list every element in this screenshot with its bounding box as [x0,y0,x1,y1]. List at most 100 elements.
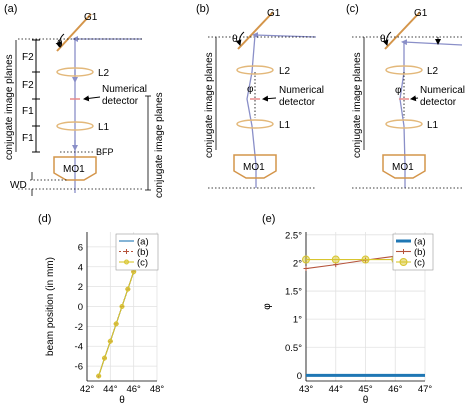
legend-label: (b) [137,247,149,258]
theta-label: θ [57,39,63,50]
panel-label-e: (e) [262,213,275,225]
legend-label: (a) [414,237,426,248]
lens-l2-label: L2 [427,66,439,77]
y-tick-label: 0.5° [285,343,302,354]
theta-arc [235,31,245,46]
phi-label: φ [395,85,402,96]
y-axis-label: beam position (in mm) [45,257,56,356]
lens-l1-label: L1 [98,122,110,133]
data-point-circle [102,355,107,361]
x-tick-label: 48° [150,384,165,395]
shifted-beam [399,42,406,188]
lens-l2-label: L2 [279,66,291,77]
panel-d: (d) 42° 44° 46° 48° 6 4 2 0 -2 -4 -6 θ beam position… [38,213,164,406]
panel-c: (c) G1 θ L2 φ Numerical detector L1 MO1 … [346,3,465,189]
theta-arc [382,31,392,46]
y-axis-label: φ [262,303,273,310]
y-tick-label: -6 [75,362,83,373]
y-tick-label: 0 [297,371,302,382]
x-tick-label: 45° [358,384,373,395]
g1-label: G1 [414,8,428,19]
objective-mo1 [233,154,277,179]
objective-label: MO1 [63,164,85,175]
y-tick-label: 2.5° [285,230,302,241]
g1-mirror [384,11,421,50]
data-point-circle [113,321,119,327]
bfp-label: BFP [96,147,114,157]
detector-pointer [83,95,101,102]
y-tick-label: 6 [78,242,83,253]
lens-l2 [385,65,423,75]
panel-label-d: (d) [38,213,51,225]
objective-mo1 [53,156,97,181]
x-tick-label: 46° [126,384,141,395]
lens-l2-label: L2 [98,68,110,79]
detector-label-line2: detector [420,97,457,108]
detector-pointer [262,95,277,102]
legend-label: (c) [414,258,425,269]
x-axis-label: θ [119,395,125,406]
data-point-circle [131,269,137,275]
input-beam [252,32,317,39]
y-tick-label: -4 [75,342,83,353]
wd-label: WD [10,180,27,191]
g1-mirror [237,11,274,50]
detector-label-line1: Numerical [279,85,324,96]
data-point-circle [125,286,131,292]
f1-label-lower: F1 [22,133,34,144]
legend-marker-plus [124,249,129,254]
y-tick-label: 2 [78,282,83,293]
x-tick-label: 44° [103,384,118,395]
panel-label-a: (a) [4,3,17,15]
data-point-circle [361,255,370,264]
g1-label: G1 [267,8,281,19]
panel-e: (e) 43° 44° 45° 46° 47° 2.5° 2° 1.5° 1° 0.5° 0 θ φ (a… [262,213,434,406]
lens-l1-label: L1 [427,120,439,131]
data-point-plus [303,266,309,272]
g1-label: G1 [84,12,98,23]
y-tick-label: -2 [75,322,83,333]
panel-a: (a) G1 θ L2 Numerical detector L1 BFP MO… [4,3,165,198]
phi-label: φ [247,84,254,95]
panel-b: (b) G1 θ L2 φ Numerical detector L1 MO1 … [196,3,324,189]
legend-marker-circle [124,259,129,265]
lens-l1 [56,121,94,131]
y-tick-label: 0 [78,302,83,313]
lens-l2 [236,65,274,75]
detector-label-line1: Numerical [102,84,147,95]
conjugate-label-left: conjugate image planes [4,54,15,160]
theta-label: θ [380,34,386,45]
input-beam [401,39,463,46]
g1-mirror [56,13,92,52]
f1-label-upper: F1 [22,106,34,117]
objective-mo1 [382,154,426,179]
detector-label-line1: Numerical [420,85,465,96]
legend-label: (a) [137,237,149,248]
x-tick-label: 43° [299,384,314,395]
lens-l1-label: L1 [279,120,291,131]
legend-marker-plus [401,249,406,254]
y-tick-label: 4 [78,262,83,273]
y-tick-label: 2° [293,258,302,269]
focal-brackets [32,39,40,153]
theta-arc [55,33,65,48]
x-axis-label: θ [363,395,369,406]
detector-pointer [410,95,419,102]
x-tick-label: 46° [388,384,403,395]
y-tick-label: 1.5° [285,287,302,298]
f2-label-upper: F2 [22,52,34,63]
data-point-circle [119,304,125,309]
conjugate-label: conjugate image planes [204,52,215,158]
data-point-circle [331,255,340,264]
data-point-circle [96,373,102,379]
legend-label: (b) [414,247,426,258]
detector-label-line2: detector [279,97,316,108]
lens-l1 [385,119,423,129]
x-tick-label: 44° [329,384,344,395]
detector-label-line2: detector [102,96,139,107]
panel-label-c: (c) [346,3,359,15]
theta-label: θ [232,34,238,45]
conjugate-label: conjugate image planes [352,52,363,158]
lens-l2 [56,67,94,77]
